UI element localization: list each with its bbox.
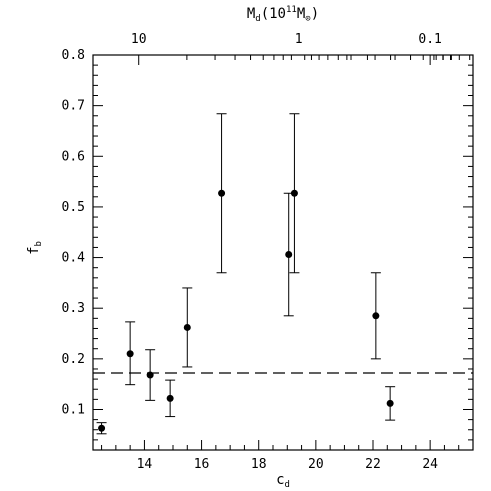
data-point (285, 251, 293, 259)
top-tick-label: 10 (131, 32, 147, 47)
y-tick-label: 0.7 (62, 99, 85, 114)
data-point (218, 189, 226, 197)
x-tick-label: 20 (308, 457, 324, 472)
y-tick-label: 0.1 (62, 402, 85, 417)
x-tick-label: 14 (137, 457, 153, 472)
data-point (183, 323, 191, 331)
top-axis-title: Md(1011M⊙) (247, 5, 319, 24)
y-tick-label: 0.3 (62, 301, 85, 316)
axis-ticks: 14 16 18 20 22 24 0.1 0.2 0.3 0.4 0.5 0.6 0.7 0.8 10 1 0… (62, 32, 474, 472)
x-tick-label: 18 (251, 457, 267, 472)
y-tick-label: 0.6 (62, 149, 85, 164)
data-points (96, 113, 396, 435)
data-point (372, 312, 380, 320)
x-tick-label: 22 (365, 457, 381, 472)
y-axis-title: fb (26, 241, 44, 255)
y-tick-label: 0.2 (62, 352, 85, 367)
top-tick-label: 1 (295, 32, 303, 47)
data-point (98, 424, 106, 432)
data-point (166, 394, 174, 402)
x-tick-label: 24 (422, 457, 438, 472)
data-point (290, 189, 298, 197)
data-point (146, 371, 154, 379)
top-tick-label: 0.1 (418, 32, 441, 47)
y-tick-label: 0.5 (62, 200, 85, 215)
y-tick-label: 0.8 (62, 48, 85, 63)
data-point (126, 350, 134, 358)
x-axis-title: cd (276, 472, 290, 490)
x-tick-label: 16 (194, 457, 210, 472)
y-tick-label: 0.4 (62, 251, 86, 266)
data-point (386, 399, 394, 407)
